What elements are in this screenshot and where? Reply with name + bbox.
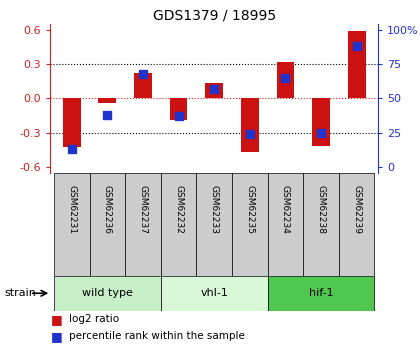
Bar	[312, 98, 330, 146]
Bar	[232, 172, 268, 276]
Text: GSM62233: GSM62233	[210, 185, 219, 234]
Text: GSM62232: GSM62232	[174, 185, 183, 234]
Text: log2 ratio: log2 ratio	[69, 314, 119, 324]
Point	[282, 75, 289, 80]
Bar	[170, 98, 187, 120]
Bar	[161, 172, 197, 276]
Point	[211, 86, 218, 91]
Bar	[348, 31, 365, 98]
Bar	[205, 83, 223, 98]
Bar	[276, 62, 294, 98]
Bar	[303, 172, 339, 276]
Bar	[197, 172, 232, 276]
Text: GSM62234: GSM62234	[281, 185, 290, 234]
Text: wild type: wild type	[82, 288, 133, 298]
Text: percentile rank within the sample: percentile rank within the sample	[69, 332, 245, 341]
Bar	[161, 276, 268, 310]
Bar	[63, 98, 81, 147]
Bar	[339, 172, 375, 276]
Bar	[54, 276, 161, 310]
Point	[318, 130, 324, 135]
Bar	[89, 172, 125, 276]
Point	[353, 43, 360, 49]
Text: hif-1: hif-1	[309, 288, 333, 298]
Text: strain: strain	[4, 288, 36, 298]
Point	[104, 112, 111, 118]
Text: ■: ■	[50, 330, 62, 343]
Point	[139, 71, 146, 77]
Point	[175, 114, 182, 119]
Point	[247, 131, 253, 137]
Bar	[268, 172, 303, 276]
Text: GSM62238: GSM62238	[317, 185, 326, 234]
Text: GSM62236: GSM62236	[103, 185, 112, 234]
Title: GDS1379 / 18995: GDS1379 / 18995	[152, 9, 276, 23]
Text: GSM62237: GSM62237	[139, 185, 147, 234]
Text: vhl-1: vhl-1	[200, 288, 228, 298]
Text: GSM62231: GSM62231	[67, 185, 76, 234]
Bar	[134, 73, 152, 98]
Bar	[268, 276, 375, 310]
Bar	[98, 98, 116, 103]
Bar	[125, 172, 161, 276]
Text: ■: ■	[50, 313, 62, 326]
Text: GSM62235: GSM62235	[245, 185, 254, 234]
Text: GSM62239: GSM62239	[352, 185, 361, 234]
Bar	[54, 172, 89, 276]
Bar	[241, 98, 259, 152]
Point	[68, 146, 75, 152]
